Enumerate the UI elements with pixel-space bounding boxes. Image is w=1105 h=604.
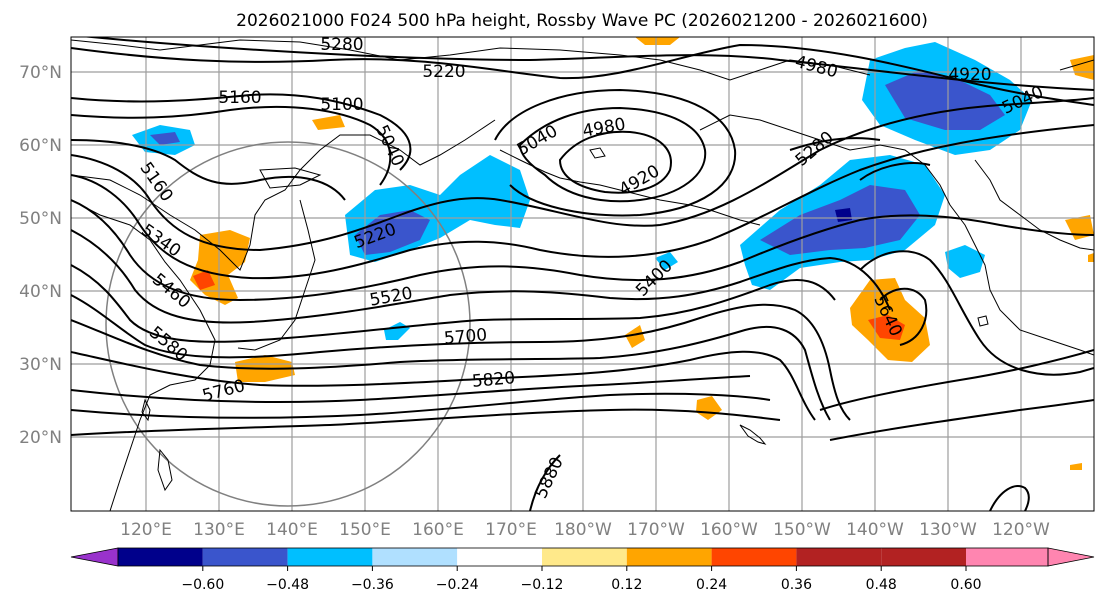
lon-label: 160°W <box>700 520 758 540</box>
colorbar-tick-label: 0.48 <box>866 577 897 593</box>
contour-label: 5220 <box>422 62 465 82</box>
lon-label: 150°E <box>339 520 391 540</box>
colorbar-segment <box>966 548 1048 566</box>
colorbar-segment <box>118 548 203 566</box>
colorbar-tick-label: −0.36 <box>351 577 394 593</box>
colorbar-tick-label: −0.60 <box>181 577 224 593</box>
lat-label: 50°N <box>19 209 62 229</box>
lon-label: 170°W <box>627 520 685 540</box>
lon-label: 180°W <box>554 520 612 540</box>
lat-label: 60°N <box>19 136 62 156</box>
contour-label: 5280 <box>320 35 363 55</box>
colorbar-tick-label: −0.24 <box>436 577 479 593</box>
colorbar-segment <box>372 548 458 566</box>
colorbar: −0.60 −0.48 −0.36 −0.24 −0.12 0.12 0.24 … <box>70 547 1095 593</box>
colorbar-segment <box>711 548 797 566</box>
lon-label: 130°E <box>193 520 245 540</box>
region-circle <box>105 141 471 507</box>
colorbar-tick-label: 0.60 <box>950 577 981 593</box>
map-frame <box>70 36 1095 512</box>
lon-label: 160°E <box>412 520 464 540</box>
colorbar-tick-label: 0.36 <box>781 577 812 593</box>
lon-label: 120°E <box>120 520 172 540</box>
colorbar-segment <box>796 548 882 566</box>
colorbar-segment <box>881 548 966 566</box>
longitude-labels: 120°E 130°E 140°E 150°E 160°E 170°E 180°… <box>120 520 1050 540</box>
colorbar-tick-label: 0.24 <box>696 577 727 593</box>
lat-label: 20°N <box>19 428 62 448</box>
lat-label: 30°N <box>19 355 62 375</box>
colorbar-segment <box>626 548 712 566</box>
lat-label: 40°N <box>19 282 62 302</box>
colorbar-extend-max <box>1047 547 1095 567</box>
colorbar-ticks <box>202 566 967 571</box>
colorbar-segment <box>202 548 288 566</box>
map-panel: 5280 5220 5160 5100 5040 4980 4920 5040 … <box>71 35 1094 511</box>
lat-label: 70°N <box>19 63 62 83</box>
colorbar-extend-min <box>70 547 119 567</box>
lon-label: 170°E <box>485 520 537 540</box>
contour-label: 5160 <box>218 88 261 108</box>
colorbar-tick-label: −0.12 <box>521 577 564 593</box>
contour-label: 5820 <box>471 368 516 392</box>
lon-label: 120°W <box>992 520 1050 540</box>
latitude-labels: 70°N 60°N 50°N 40°N 30°N 20°N <box>19 63 62 448</box>
height-contours <box>71 37 1094 511</box>
contour-label: 5700 <box>443 325 488 349</box>
lon-label: 150°W <box>773 520 831 540</box>
colorbar-segment <box>287 548 373 566</box>
colorbar-segment <box>542 548 627 566</box>
contour-label: 5100 <box>320 95 363 115</box>
lon-label: 130°W <box>919 520 977 540</box>
lon-label: 140°W <box>846 520 904 540</box>
contour-label: 4920 <box>948 65 991 85</box>
colorbar-segment <box>457 548 542 566</box>
figure-title: 2026021000 F024 500 hPa height, Rossby W… <box>236 11 928 31</box>
colorbar-tick-label: 0.12 <box>611 577 642 593</box>
lon-label: 140°E <box>266 520 318 540</box>
colorbar-tick-label: −0.48 <box>266 577 309 593</box>
